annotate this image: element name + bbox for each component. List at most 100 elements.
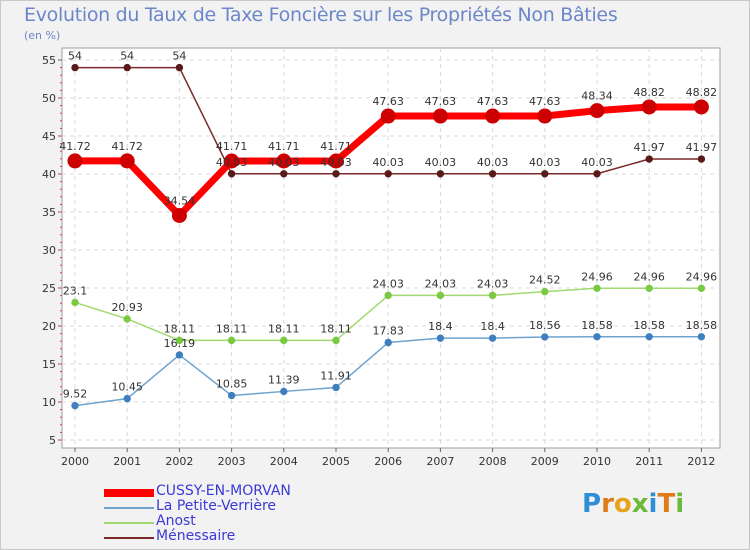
data-point	[384, 291, 392, 300]
data-label: 10.45	[111, 381, 143, 394]
data-point	[175, 63, 184, 72]
data-label: 20.93	[111, 301, 143, 314]
logo-letter: o	[613, 489, 632, 519]
data-point	[328, 153, 344, 169]
data-label: 18.58	[581, 319, 613, 332]
data-label: 24.96	[581, 270, 613, 283]
x-tick-label: 2000	[61, 455, 89, 468]
data-point	[224, 153, 240, 169]
data-point	[227, 391, 236, 400]
x-tick-label: 2008	[479, 455, 507, 468]
data-point	[645, 284, 653, 293]
y-tick-label: 25	[42, 282, 56, 295]
legend-swatch	[104, 489, 154, 497]
data-label: 11.91	[320, 369, 352, 382]
x-tick-label: 2001	[113, 455, 141, 468]
data-point	[593, 284, 601, 293]
y-tick-label: 50	[42, 92, 56, 105]
data-point	[593, 170, 601, 178]
data-label: 18.11	[216, 322, 248, 335]
data-label: 40.03	[581, 156, 613, 169]
data-point	[332, 336, 340, 345]
data-label: 18.58	[633, 319, 665, 332]
data-label: 41.97	[686, 141, 718, 154]
data-point	[71, 298, 79, 307]
data-point	[537, 108, 553, 124]
data-label: 40.03	[477, 156, 509, 169]
data-point	[436, 170, 445, 178]
data-label: 11.39	[268, 373, 300, 386]
chart-title: Evolution du Taux de Taxe Foncière sur l…	[24, 4, 618, 26]
data-label: 41.72	[111, 140, 143, 153]
data-point	[332, 383, 340, 392]
data-label: 48.34	[581, 90, 613, 103]
y-tick-label: 45	[42, 130, 56, 143]
data-point	[589, 103, 605, 119]
data-label: 18.11	[320, 322, 352, 335]
logo-letter: x	[631, 489, 649, 519]
data-point	[645, 333, 653, 341]
x-tick-label: 2006	[374, 455, 402, 468]
y-tick-label: 35	[42, 206, 56, 219]
data-label: 18.56	[529, 319, 561, 332]
data-label: 47.63	[529, 95, 561, 108]
legend-swatch	[104, 537, 154, 539]
data-label: 54	[120, 50, 134, 63]
data-point	[175, 336, 184, 345]
data-point	[119, 153, 135, 169]
data-point	[697, 333, 706, 341]
x-tick-label: 2003	[218, 455, 246, 468]
data-point	[71, 63, 79, 72]
data-label: 9.52	[63, 388, 88, 401]
data-label: 23.1	[63, 284, 88, 297]
data-label: 54	[68, 50, 82, 63]
data-label: 24.03	[425, 277, 457, 290]
data-label: 54	[172, 50, 186, 63]
data-point	[71, 401, 79, 410]
x-tick-label: 2002	[165, 455, 193, 468]
legend-swatch	[104, 522, 154, 524]
data-label: 40.03	[425, 156, 457, 169]
data-label: 18.11	[164, 322, 196, 335]
data-point	[488, 170, 497, 178]
data-point	[436, 291, 445, 300]
data-label: 17.83	[372, 324, 404, 337]
data-point	[332, 170, 340, 178]
data-point	[488, 291, 497, 300]
legend-label: La Petite-Verrière	[156, 498, 277, 514]
data-label: 18.4	[428, 320, 453, 333]
logo-letter: i	[648, 489, 658, 519]
data-label: 24.03	[372, 277, 404, 290]
data-label: 16.19	[164, 337, 196, 350]
data-label: 40.03	[372, 156, 404, 169]
data-label: 47.63	[425, 95, 457, 108]
x-tick-label: 2012	[687, 455, 715, 468]
data-point	[227, 170, 236, 178]
data-label: 41.71	[216, 140, 248, 153]
data-label: 40.03	[268, 156, 300, 169]
data-label: 24.03	[477, 277, 509, 290]
legend-swatch	[104, 507, 154, 509]
logo-letter: P	[582, 489, 602, 519]
logo-letter: T	[657, 489, 676, 519]
data-label: 47.63	[477, 95, 509, 108]
x-tick-label: 2011	[635, 455, 663, 468]
data-point	[541, 170, 549, 178]
y-tick-label: 20	[42, 320, 56, 333]
data-point	[280, 170, 288, 178]
data-label: 48.82	[686, 86, 718, 99]
x-tick-label: 2005	[322, 455, 350, 468]
series-group	[67, 63, 709, 410]
y-tick-label: 30	[42, 244, 56, 257]
y-tick-label: 40	[42, 168, 56, 181]
data-point	[488, 334, 497, 342]
data-point	[645, 155, 653, 163]
data-label: 40.03	[529, 156, 561, 169]
data-point	[384, 170, 392, 178]
data-label: 24.52	[529, 274, 561, 287]
x-tick-label: 2007	[426, 455, 454, 468]
data-label: 47.63	[372, 95, 404, 108]
data-label: 41.97	[633, 141, 665, 154]
data-point	[384, 338, 392, 347]
